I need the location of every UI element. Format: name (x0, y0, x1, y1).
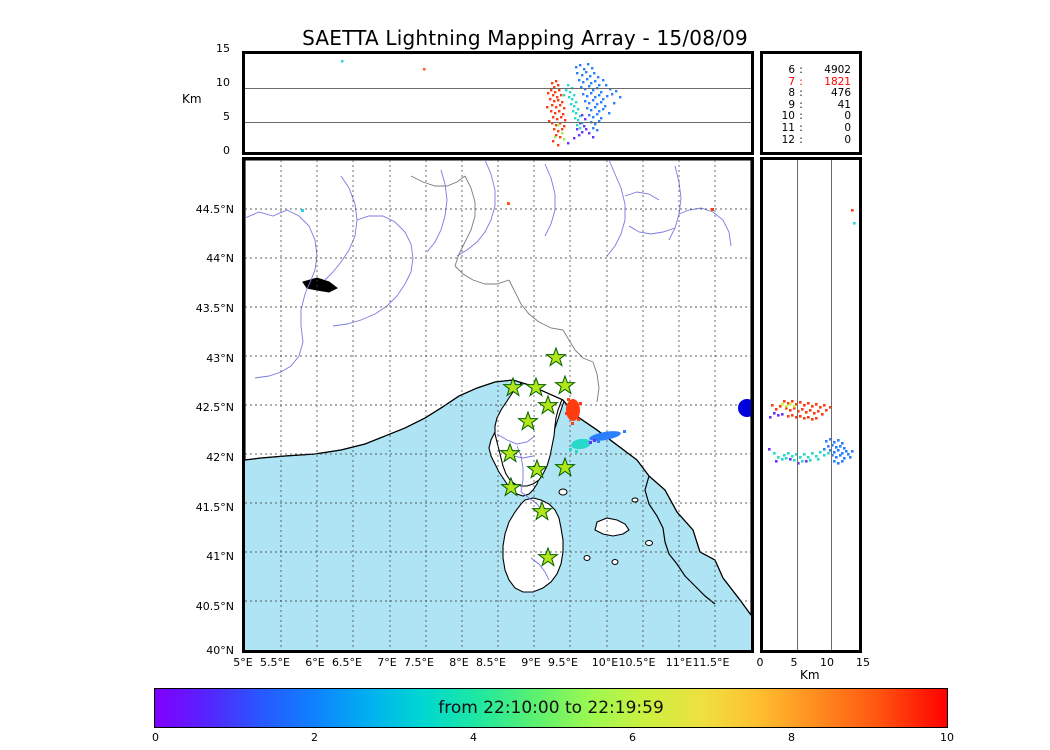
stats-stations: 10 (781, 110, 795, 123)
stats-row: 12 : 0 (769, 133, 851, 147)
map-xtick-6.5: 6.5°E (332, 656, 362, 669)
stats-stations: 6 (788, 64, 795, 76)
right-gridline-5km (797, 160, 798, 650)
colorbar-gradient (155, 689, 947, 727)
stats-count: 0 (844, 121, 851, 134)
stats-count: 41 (837, 98, 851, 111)
right-gridline-10km (831, 160, 832, 650)
map-xtick-10.5: 10.5°E (618, 656, 656, 669)
right-panel-sources (768, 209, 856, 465)
map-xtick-7: 7°E (377, 656, 397, 669)
map-xtick-10: 10°E (591, 656, 619, 669)
map-panel[interactable] (242, 157, 754, 653)
stats-stations: 8 (788, 87, 795, 100)
right-xtick-0: 0 (756, 656, 764, 669)
stats-stations: 9 (788, 98, 795, 111)
stats-separator: : (799, 110, 803, 123)
top-panel-sources (341, 60, 622, 147)
stats-separator: : (799, 64, 803, 76)
altitude-vs-latitude-panel (760, 157, 862, 653)
map-ytick-42: 42°N (206, 451, 234, 464)
colorbar-tick-4: 4 (470, 731, 477, 744)
top-panel-plot-area (245, 54, 751, 152)
station-count-stats-panel: 6 : 4902 7 : 1821 8 : 476 9 : 41 10 : 0 … (760, 51, 862, 155)
stats-stations: 12 (781, 133, 795, 146)
colorbar-time-range-label: from 22:10:00 to 22:19:59 (438, 698, 664, 718)
colorbar-tick-6: 6 (629, 731, 636, 744)
stats-separator: : (799, 133, 803, 146)
top-ytick-0: 0 (223, 144, 230, 157)
time-colorbar[interactable]: from 22:10:00 to 22:19:59 (154, 688, 948, 728)
map-graphics (245, 160, 751, 650)
stats-stations: 11 (781, 121, 795, 134)
stats-row: 9 : 41 (769, 98, 851, 112)
map-ytick-40: 40°N (206, 644, 234, 657)
map-xtick-5: 5°E (233, 656, 253, 669)
altitude-vs-longitude-panel (242, 51, 754, 155)
stats-count: 4902 (824, 64, 851, 76)
stats-row: 6 : 4902 (769, 64, 851, 77)
stats-separator: : (799, 121, 803, 134)
map-xtick-11: 11°E (665, 656, 693, 669)
map-plot-area[interactable] (245, 160, 751, 650)
top-ytick-10: 10 (216, 76, 230, 89)
right-xtick-15: 15 (856, 656, 870, 669)
colorbar-tick-10: 10 (940, 731, 954, 744)
map-ytick-44.5: 44.5°N (195, 203, 234, 216)
stats-separator: : (799, 75, 803, 88)
stats-row: 7 : 1821 (769, 75, 851, 89)
map-ytick-42.5: 42.5°N (195, 401, 234, 414)
top-panel-axis-label: Km (182, 92, 202, 106)
station-count-list: 6 : 4902 7 : 1821 8 : 476 9 : 41 10 : 0 … (769, 64, 851, 147)
page-title: SAETTA Lightning Mapping Array - 15/08/0… (302, 26, 748, 50)
colorbar-tick-0: 0 (152, 731, 159, 744)
right-panel-axis-label: Km (800, 668, 820, 682)
map-xtick-9: 9°E (521, 656, 541, 669)
stats-row: 8 : 476 (769, 88, 851, 100)
map-ytick-41: 41°N (206, 550, 234, 563)
top-gridline-5km (245, 122, 751, 123)
map-xtick-8.5: 8.5°E (476, 656, 506, 669)
right-xtick-10: 10 (820, 656, 834, 669)
map-ytick-44: 44°N (206, 252, 234, 265)
map-ytick-40.5: 40.5°N (195, 600, 234, 613)
map-ytick-41.5: 41.5°N (195, 501, 234, 514)
map-xtick-11.5: 11.5°E (692, 656, 730, 669)
stats-stations: 7 (788, 75, 795, 88)
stats-row: 10 : 0 (769, 111, 851, 123)
map-ytick-43: 43°N (206, 352, 234, 365)
top-gridline-10km (245, 88, 751, 89)
map-xtick-8: 8°E (449, 656, 469, 669)
stats-separator: : (799, 98, 803, 111)
right-panel-plot-area (763, 160, 859, 650)
top-ytick-5: 5 (223, 110, 230, 123)
stats-separator: : (799, 87, 803, 100)
stats-row: 11 : 0 (769, 121, 851, 135)
colorbar-tick-2: 2 (311, 731, 318, 744)
stats-count: 476 (830, 87, 851, 100)
map-xtick-9.5: 9.5°E (548, 656, 578, 669)
map-xtick-5.5: 5.5°E (260, 656, 290, 669)
map-xtick-7.5: 7.5°E (404, 656, 434, 669)
stats-count: 0 (844, 110, 851, 123)
top-ytick-15: 15 (216, 42, 230, 55)
stats-count: 0 (844, 133, 851, 146)
map-ytick-43.5: 43.5°N (195, 302, 234, 315)
stats-count: 1821 (824, 75, 851, 88)
right-xtick-5: 5 (790, 656, 798, 669)
map-xtick-6: 6°E (305, 656, 325, 669)
colorbar-tick-8: 8 (788, 731, 795, 744)
